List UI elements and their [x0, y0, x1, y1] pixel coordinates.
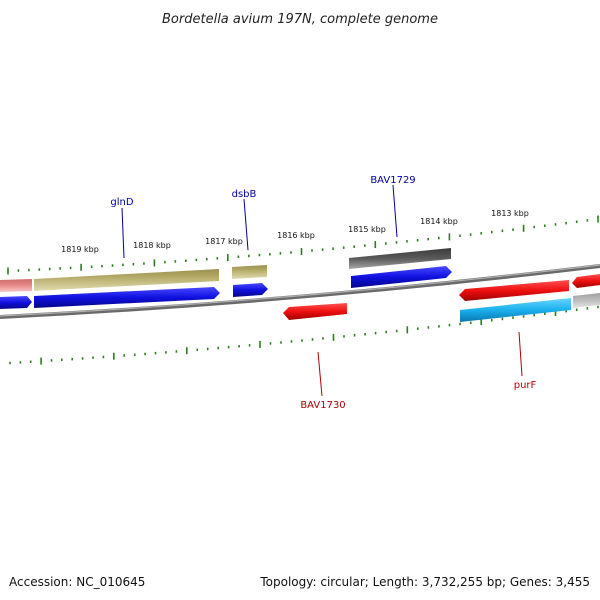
label-leader	[317, 351, 323, 397]
genome-backbone	[0, 264, 600, 319]
scale-label: 1817 kbp	[205, 237, 243, 246]
gene-feature[interactable]	[232, 265, 267, 279]
gene-feature[interactable]	[573, 293, 600, 308]
label-leader	[392, 184, 398, 238]
accession-text: Accession: NC_010645	[9, 575, 145, 589]
scale-label: 1816 kbp	[277, 231, 315, 240]
gene-track-upper	[0, 248, 451, 292]
gene-feature[interactable]	[0, 296, 32, 309]
map-title: Bordetella avium 197N, complete genome	[162, 12, 438, 27]
scale-label: 1814 kbp	[420, 217, 458, 226]
scale-label: 1818 kbp	[133, 241, 171, 250]
gene-feature[interactable]	[459, 280, 569, 301]
scale-ticks-inner	[9, 305, 599, 365]
gene-feature[interactable]	[349, 248, 451, 269]
gene-labels: glnD dsbB BAV1729 BAV1730 purF	[110, 175, 536, 411]
topology-text: Topology: circular; Length: 3,732,255 bp…	[259, 575, 590, 589]
gene-feature[interactable]	[572, 274, 600, 288]
gene-feature[interactable]	[0, 279, 32, 292]
label-leader	[243, 198, 249, 251]
gene-feature[interactable]	[34, 269, 219, 291]
scale-ticks-outer	[7, 215, 599, 275]
gene-feature[interactable]	[233, 283, 268, 297]
gene-track-lower	[0, 266, 600, 322]
gene-label-BAV1730[interactable]: BAV1730	[300, 400, 345, 411]
label-leader	[518, 331, 523, 377]
gene-feature[interactable]	[351, 266, 452, 288]
gene-feature[interactable]	[34, 287, 220, 308]
scale-label: 1813 kbp	[491, 209, 529, 218]
gene-feature[interactable]	[460, 298, 571, 322]
gene-label-glnD[interactable]: glnD	[110, 197, 133, 208]
gene-label-dsbB[interactable]: dsbB	[232, 189, 257, 200]
gene-label-purF[interactable]: purF	[514, 380, 537, 391]
scale-label: 1815 kbp	[348, 225, 386, 234]
scale-labels: 1819 kbp 1818 kbp 1817 kbp 1816 kbp 1815…	[61, 209, 529, 254]
gene-feature[interactable]	[283, 303, 347, 320]
gene-label-BAV1729[interactable]: BAV1729	[370, 175, 415, 186]
scale-label: 1819 kbp	[61, 245, 99, 254]
label-leader	[121, 207, 125, 259]
